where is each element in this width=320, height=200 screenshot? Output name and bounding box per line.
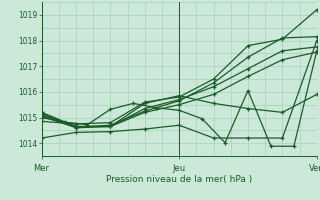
X-axis label: Pression niveau de la mer( hPa ): Pression niveau de la mer( hPa ) [106, 175, 252, 184]
